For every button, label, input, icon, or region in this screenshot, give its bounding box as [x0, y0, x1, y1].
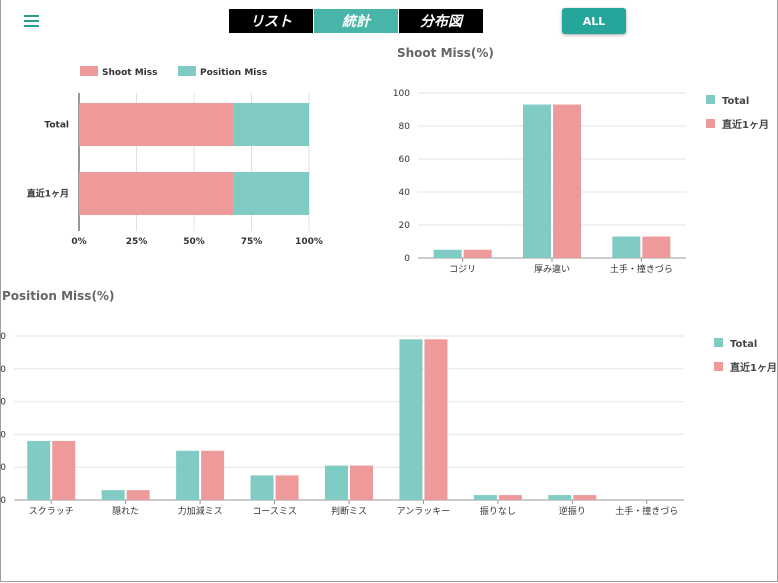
- y-tick-label: 100: [393, 89, 410, 99]
- y-tick-label: 80: [399, 122, 411, 132]
- x-category-label: 土手・撞きづら: [615, 505, 678, 517]
- y-category-label: 直近1ヶ月: [27, 188, 69, 200]
- x-category-label: スクラッチ: [29, 506, 74, 517]
- bar: [463, 249, 492, 258]
- y-tick-label: 10: [0, 463, 6, 473]
- x-category-label: 判断ミス: [331, 505, 367, 517]
- legend-label: Position Miss: [200, 68, 267, 78]
- bar: [433, 249, 462, 258]
- bar: [101, 490, 125, 500]
- tab-list[interactable]: リスト: [229, 9, 313, 33]
- bar: [201, 450, 225, 500]
- y-tick-label: 0: [0, 496, 6, 506]
- bar: [176, 450, 200, 500]
- x-tick-label: 75%: [241, 237, 263, 247]
- x-tick-label: 0%: [71, 237, 86, 247]
- x-category-label: コジリ: [449, 265, 476, 275]
- bar: [523, 104, 551, 258]
- stacked-bar-segment: [79, 103, 234, 146]
- x-tick-label: 50%: [183, 237, 205, 247]
- y-tick-label: 20: [399, 221, 411, 231]
- x-category-label: 逆振り: [559, 505, 586, 517]
- x-tick-label: 100%: [295, 237, 323, 247]
- y-tick-label: 0: [404, 254, 410, 264]
- x-tick-label: 25%: [126, 237, 148, 247]
- legend-label: Shoot Miss: [102, 68, 157, 78]
- hamburger-menu-icon[interactable]: [24, 15, 39, 27]
- bar: [473, 495, 497, 500]
- view-tabs: リスト 統計 分布図: [229, 9, 484, 33]
- legend-swatch: [80, 66, 98, 76]
- stacked-bar-segment: [233, 172, 309, 215]
- bar: [612, 236, 641, 258]
- legend-swatch: [714, 362, 723, 371]
- stacked-bar-segment: [79, 172, 234, 215]
- legend-swatch: [706, 119, 715, 128]
- stacked-bar-segment: [233, 103, 309, 146]
- shoot-miss-title: Shoot Miss(%): [397, 46, 494, 60]
- bar: [548, 495, 572, 500]
- bar: [27, 440, 51, 500]
- bar: [250, 475, 274, 500]
- bar: [498, 495, 522, 500]
- legend-swatch: [714, 338, 723, 347]
- tab-distribution[interactable]: 分布図: [399, 9, 483, 33]
- legend-label: Total: [730, 339, 757, 350]
- legend-label: 直近1ヶ月: [730, 361, 777, 374]
- x-category-label: アンラッキー: [397, 506, 451, 517]
- bar: [275, 475, 299, 500]
- legend-swatch: [178, 66, 196, 76]
- y-tick-label: 40: [399, 188, 411, 198]
- y-tick-label: 40: [0, 365, 6, 375]
- y-tick-label: 30: [0, 398, 6, 408]
- x-category-label: 厚み違い: [534, 263, 570, 275]
- x-category-label: 振りなし: [480, 505, 516, 517]
- tab-stats[interactable]: 統計: [314, 9, 398, 33]
- y-tick-label: 60: [399, 155, 411, 165]
- x-category-label: 力加減ミス: [178, 505, 223, 517]
- bar: [399, 339, 423, 500]
- bar: [325, 465, 348, 500]
- y-tick-label: 50: [0, 332, 6, 342]
- bar: [126, 490, 150, 500]
- bar: [642, 236, 671, 258]
- all-filter-button[interactable]: ALL: [562, 8, 626, 34]
- legend-swatch: [706, 95, 715, 104]
- x-category-label: 隠れた: [112, 505, 139, 517]
- y-category-label: Total: [44, 121, 69, 131]
- bar: [52, 440, 76, 500]
- legend-label: 直近1ヶ月: [722, 118, 769, 131]
- position-miss-title: Position Miss(%): [2, 289, 115, 303]
- bar: [350, 465, 373, 500]
- y-tick-label: 20: [0, 430, 6, 440]
- x-category-label: 土手・撞きづら: [610, 263, 673, 275]
- bar: [424, 339, 448, 500]
- legend-label: Total: [722, 96, 749, 107]
- bar: [573, 495, 597, 500]
- bar: [553, 104, 581, 258]
- x-category-label: コースミス: [252, 507, 297, 517]
